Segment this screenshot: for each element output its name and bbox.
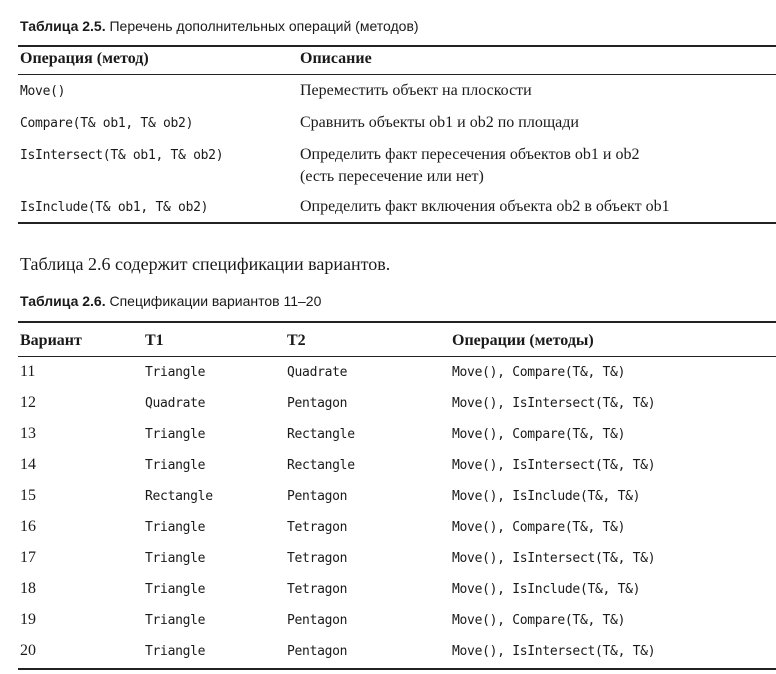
variant-cell: 16 [20,518,36,535]
variant-cell: 19 [20,611,36,628]
variant-cell: 17 [20,549,36,566]
t1-cell: Triangle [145,613,206,628]
t2-cell: Tetragon [287,520,348,535]
t1-cell: Quadrate [145,396,206,411]
paragraph: Таблица 2.6 содержит спецификации вариан… [20,254,391,274]
t1-cell: Triangle [145,644,206,659]
operations-cell: Move(), Compare(T&, T&) [452,613,626,628]
divider [18,222,776,224]
variant-cell: 14 [20,456,36,473]
t2-cell: Pentagon [287,489,348,504]
variant-cell: 11 [20,363,36,380]
divider [18,321,776,323]
operations-cell: Move(), IsIntersect(T&, T&) [452,396,656,411]
t1-cell: Triangle [145,458,206,473]
operation-cell: IsInclude(T& ob1, T& ob2) [20,200,209,215]
t1-cell: Rectangle [145,489,213,504]
variant-cell: 18 [20,580,36,597]
operations-cell: Move(), IsIntersect(T&, T&) [452,644,656,659]
description-cell: Определить факт включения объекта ob2 в … [300,198,670,215]
operations-cell: Move(), Compare(T&, T&) [452,427,626,442]
description-cell: Определить факт пересечения объектов ob1… [300,146,640,163]
operations-cell: Move(), IsInclude(T&, T&) [452,582,641,597]
t1-cell: Triangle [145,365,206,380]
t2-cell: Pentagon [287,613,348,628]
divider [18,356,776,357]
operations-cell: Move(), Compare(T&, T&) [452,520,626,535]
variant-cell: 20 [20,642,36,659]
operations-cell: Move(), IsInclude(T&, T&) [452,489,641,504]
t1-cell: Triangle [145,520,206,535]
t1-cell: Triangle [145,582,206,597]
t2-cell: Tetragon [287,582,348,597]
operations-cell: Move(), IsIntersect(T&, T&) [452,458,656,473]
t1-cell: Triangle [145,427,206,442]
column-header: Операции (методы) [452,332,594,349]
table1-caption: Таблица 2.5. Перечень дополнительных опе… [20,18,419,34]
t2-cell: Rectangle [287,427,355,442]
divider [18,74,776,75]
description-cell: (есть пересечение или нет) [300,168,484,185]
t2-cell: Rectangle [287,458,355,473]
operation-cell: Move() [20,84,66,99]
column-header: T2 [287,332,306,349]
column-header: Операция (метод) [20,50,149,67]
description-cell: Сравнить объекты ob1 и ob2 по площади [300,114,579,131]
variant-cell: 12 [20,394,36,411]
table2-caption: Таблица 2.6. Спецификации вариантов 11–2… [20,293,322,309]
t2-cell: Pentagon [287,396,348,411]
operations-cell: Move(), Compare(T&, T&) [452,365,626,380]
t2-cell: Quadrate [287,365,348,380]
column-header: Вариант [20,332,82,349]
variant-cell: 13 [20,425,36,442]
t2-cell: Tetragon [287,551,348,566]
t2-cell: Pentagon [287,644,348,659]
t1-cell: Triangle [145,551,206,566]
operation-cell: Compare(T& ob1, T& ob2) [20,116,194,131]
variant-cell: 15 [20,487,36,504]
column-header: T1 [145,332,164,349]
divider [18,45,776,47]
column-header: Описание [300,50,372,67]
operations-cell: Move(), IsIntersect(T&, T&) [452,551,656,566]
operation-cell: IsIntersect(T& ob1, T& ob2) [20,148,224,163]
divider [18,668,776,670]
description-cell: Переместить объект на плоскости [300,82,532,99]
